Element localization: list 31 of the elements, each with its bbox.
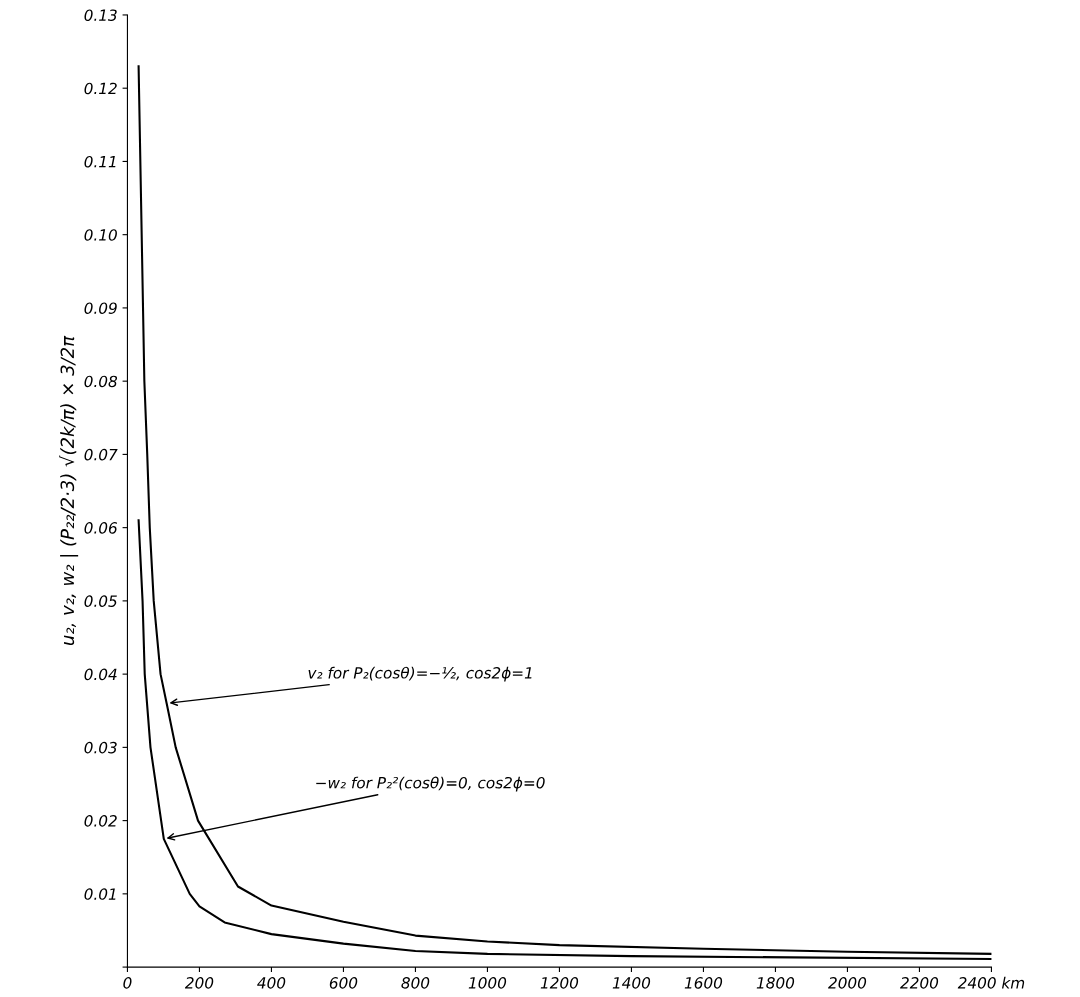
x-tick-label: 400	[257, 977, 286, 989]
y-tick-label: 0.02	[84, 815, 117, 827]
y-tick-label: 0.10	[84, 229, 117, 241]
line-series	[137, 519, 992, 961]
annotation: v₂ for P₂(cosθ)=−½, cos2ϕ=1	[308, 666, 532, 682]
x-tick-label: 800	[401, 977, 430, 989]
y-tick-label: 0.06	[84, 522, 118, 534]
y-tick-label: 0.09	[84, 302, 117, 314]
y-tick-label: 0.11	[84, 155, 116, 168]
x-tick-label: 1200	[540, 977, 579, 989]
x-tick-label: 2000	[828, 977, 867, 989]
x-tick-label: 0	[123, 977, 132, 989]
y-tick-label: 0.03	[84, 741, 117, 754]
y-axis-title: u₂, v₂, w₂ | (P₂₂/2·3) √(2k/π) × 3/2π	[59, 335, 79, 646]
x-tick-label: 1800	[756, 977, 795, 989]
y-tick-label: 0.12	[84, 82, 117, 95]
x-tick-label: 600	[329, 977, 358, 989]
annotation: −w₂ for P₂²(cosθ)=0, cos2ϕ=0	[316, 776, 545, 792]
y-tick-label: 0.05	[84, 595, 117, 607]
y-tick-label: 0.04	[84, 668, 117, 681]
x-tick-label: 200	[184, 977, 214, 989]
x-tick-label: 2200	[900, 977, 939, 989]
x-tick-label: 1400	[612, 977, 651, 989]
x-tick-label: 2400 km	[957, 976, 1025, 989]
line-series	[137, 65, 992, 955]
y-tick-label: 0.01	[84, 888, 116, 900]
y-tick-label: 0.07	[84, 448, 118, 461]
x-tick-label: 1000	[468, 977, 507, 989]
y-tick-label: 0.08	[84, 375, 118, 388]
y-tick-label: 0.13	[84, 9, 117, 21]
x-tick-label: 1600	[684, 977, 723, 989]
